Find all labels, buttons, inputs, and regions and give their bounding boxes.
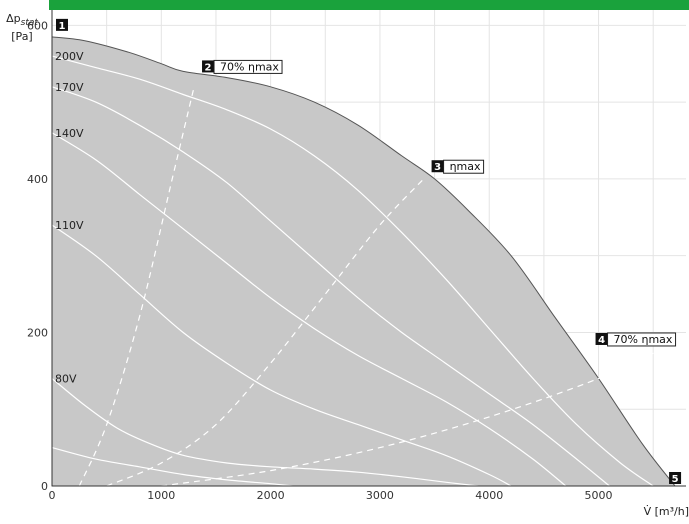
- efficiency-curve-line: [161, 347, 665, 487]
- point-marker-5: 5: [669, 472, 682, 485]
- point-number-box: [669, 472, 682, 484]
- y-axis-label: Δpstat [Pa]: [6, 12, 38, 44]
- operating-envelope: [51, 36, 677, 487]
- speed-curve-label: 200V: [55, 50, 84, 63]
- tick-labels: 0 1000 2000 3000 4000 5000 0 200 400 600: [27, 19, 613, 502]
- speed-curves: [51, 55, 654, 487]
- top-accent-bar: [49, 0, 689, 10]
- envelope-area: [51, 36, 677, 487]
- speed-curve-line: [51, 224, 512, 487]
- speed-curve-label: 110V: [55, 219, 84, 232]
- x-tick-label: 4000: [475, 489, 503, 502]
- speed-curve-line: [51, 132, 567, 487]
- efficiency-curves: [78, 86, 665, 487]
- point-label-box: [443, 159, 485, 174]
- efficiency-curve-line: [78, 86, 195, 487]
- point-marker-2: 2 70% ηmax: [202, 59, 283, 74]
- y-tick-label: 400: [27, 173, 48, 186]
- point-marker-4: 4 70% ηmax: [595, 332, 677, 347]
- point-number-box: [431, 160, 444, 173]
- operating-points: 1 2 70% ηmax 3 ηmax 4 70% ηmax 5: [56, 18, 682, 485]
- point-number-box: [56, 18, 68, 31]
- point-marker-3: 3 ηmax: [431, 159, 485, 174]
- point-number-box: [595, 332, 608, 345]
- point-label-text: ηmax: [450, 160, 481, 173]
- point-number: 1: [59, 21, 66, 32]
- point-label-text: 70% ηmax: [614, 333, 673, 346]
- axes: [51, 10, 686, 487]
- speed-curve-label: 80V: [55, 373, 77, 386]
- x-tick-label: 2000: [257, 489, 285, 502]
- speed-curve-label: 170V: [55, 81, 84, 94]
- point-number: 4: [598, 335, 605, 346]
- point-number: 2: [205, 62, 212, 73]
- speed-curve-line: [51, 378, 479, 487]
- speed-curve-line: [51, 447, 293, 487]
- x-tick-label: 1000: [147, 489, 175, 502]
- y-tick-label: 200: [27, 326, 48, 339]
- speed-curve-line: [51, 55, 654, 487]
- y-tick-label: 0: [41, 480, 48, 493]
- point-label-box: [213, 59, 283, 74]
- speed-curve-line: [51, 86, 610, 487]
- point-number-box: [202, 60, 215, 73]
- point-number: 3: [434, 162, 441, 173]
- x-tick-label: 3000: [366, 489, 394, 502]
- x-axis-label: V̇ [m³/h]: [643, 505, 689, 518]
- x-tick-label: 0: [49, 489, 56, 502]
- point-label-box: [607, 332, 677, 347]
- point-number: 5: [672, 474, 679, 485]
- efficiency-curve-line: [106, 178, 425, 487]
- speed-curve-label: 140V: [55, 127, 84, 140]
- point-marker-1: 1: [56, 18, 68, 32]
- y-tick-label: 600: [27, 19, 48, 32]
- x-tick-label: 5000: [585, 489, 613, 502]
- point-label-text: 70% ηmax: [220, 60, 279, 73]
- speed-curve-labels: 200V 170V 140V 110V 80V: [55, 50, 84, 385]
